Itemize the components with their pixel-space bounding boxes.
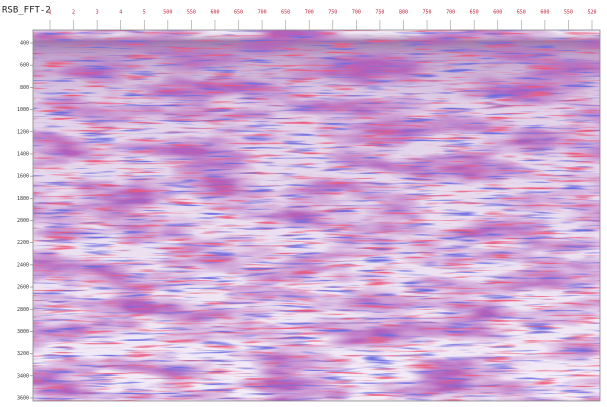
top-label: 600 [540, 10, 549, 16]
left-label: 1800 [17, 196, 29, 202]
left-label: 2400 [17, 262, 29, 268]
left-label: 600 [20, 63, 29, 69]
section-title: RSB_FFT-2 [2, 6, 51, 16]
top-label: 550 [564, 10, 573, 16]
top-label: 750 [375, 10, 384, 16]
left-label: 3000 [17, 329, 29, 335]
top-label: 750 [328, 10, 337, 16]
left-label: 1200 [17, 129, 29, 135]
top-label: 600 [493, 10, 502, 16]
left-label: 2600 [17, 285, 29, 291]
top-label: 750 [423, 10, 432, 16]
left-label: 2000 [17, 218, 29, 224]
top-label: 550 [187, 10, 196, 16]
left-label: 3400 [17, 373, 29, 379]
top-label: 700 [352, 10, 361, 16]
top-label: 800 [399, 10, 408, 16]
top-label: 650 [234, 10, 243, 16]
left-label: 3200 [17, 351, 29, 357]
axis-labels: 1 2 3 4 5 500 550 600 650 700 650 700 750 700 750 800 75… [17, 10, 597, 402]
top-label: 700 [258, 10, 267, 16]
top-label: 700 [446, 10, 455, 16]
top-label: 650 [281, 10, 290, 16]
left-label: 1400 [17, 151, 29, 157]
top-label: 4 [119, 10, 122, 16]
top-label: 600 [210, 10, 219, 16]
left-label: 1600 [17, 174, 29, 180]
top-label: 500 [163, 10, 172, 16]
left-label: 2800 [17, 307, 29, 313]
top-label: 2 [72, 10, 75, 16]
top-label: 700 [305, 10, 314, 16]
top-label: 650 [517, 10, 526, 16]
left-label: 1000 [17, 107, 29, 113]
left-label: 400 [20, 41, 29, 47]
top-label: 520 [587, 10, 596, 16]
top-label: 5 [143, 10, 146, 16]
left-label: 800 [20, 85, 29, 91]
top-label: 650 [470, 10, 479, 16]
left-label: 3600 [17, 396, 29, 402]
top-label: 1 [48, 10, 51, 16]
left-label: 2200 [17, 240, 29, 246]
top-label: 3 [96, 10, 99, 16]
seismic-image [32, 29, 601, 402]
